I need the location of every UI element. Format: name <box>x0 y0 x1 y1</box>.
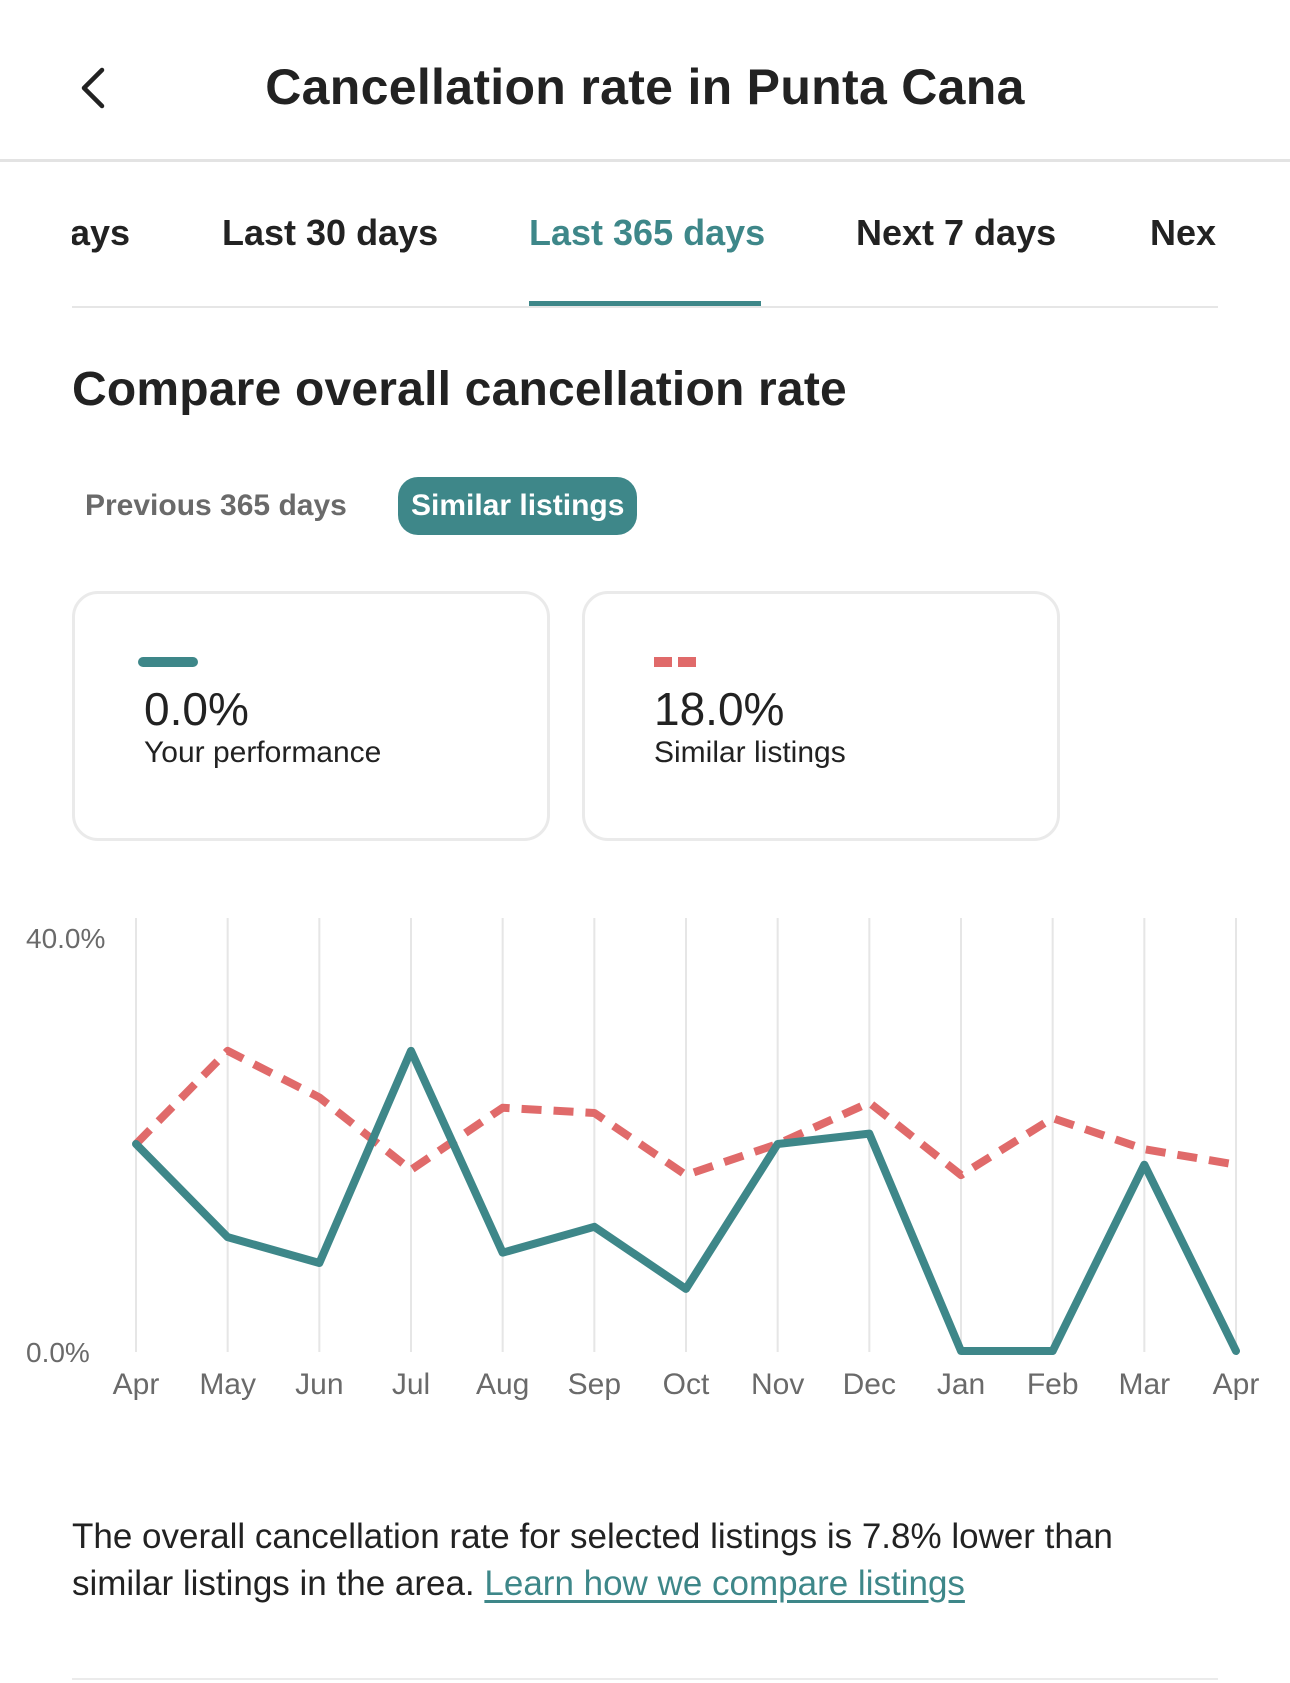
active-tab-indicator <box>529 301 761 306</box>
y-tick-label: 40.0% <box>26 923 105 954</box>
x-tick-label: Feb <box>1027 1368 1079 1401</box>
x-tick-label: Jul <box>392 1368 430 1401</box>
your-performance-line <box>132 1046 1240 1355</box>
x-tick-label: Oct <box>663 1368 710 1401</box>
similar-listings-toggle[interactable]: Similar listings <box>398 477 638 535</box>
similar-listings-line <box>133 1046 1237 1180</box>
your-performance-card: 0.0% Your performance <box>72 591 550 841</box>
similar-listings-value: 18.0% <box>654 683 785 735</box>
x-tick-label: Jun <box>295 1368 343 1401</box>
your-performance-value: 0.0% <box>144 683 249 735</box>
page-title: Cancellation rate in Punta Cana <box>265 59 1025 115</box>
similar-listings-card: 18.0% Similar listings <box>582 591 1060 841</box>
summary-text: The overall cancellation rate for select… <box>72 1513 1222 1607</box>
x-tick-label: Aug <box>476 1368 529 1401</box>
summary-sentence: The overall cancellation rate for select… <box>72 1517 1113 1603</box>
x-tick-label: Jan <box>937 1368 985 1401</box>
x-tick-label: Apr <box>113 1368 160 1401</box>
x-tick-label: Dec <box>843 1368 896 1401</box>
similar-listings-label: Similar listings <box>654 736 846 769</box>
your-performance-label: Your performance <box>144 736 382 769</box>
time-range-tabs: ays Last 30 days Last 365 days Next 7 da… <box>72 162 1218 308</box>
tab-next-30-days[interactable]: Nex <box>1150 212 1217 253</box>
bottom-divider <box>72 1678 1218 1680</box>
top-bar: Cancellation rate in Punta Cana <box>0 0 1290 162</box>
x-tick-label: Apr <box>1213 1368 1260 1401</box>
tab-last-7-days[interactable]: ays <box>72 212 131 253</box>
x-tick-label: May <box>199 1368 256 1401</box>
cancellation-rate-chart: 40.0% 0.0% Apr May Jun Jul Aug Sep Oct Nov Dec Jan F… <box>26 918 1260 1401</box>
dashed-line-legend-icon <box>654 657 700 667</box>
y-tick-label: 0.0% <box>26 1337 90 1368</box>
x-tick-label: Sep <box>568 1368 621 1401</box>
x-tick-label: Nov <box>751 1368 804 1401</box>
tab-last-30-days[interactable]: Last 30 days <box>222 212 439 253</box>
section-title: Compare overall cancellation rate <box>72 363 847 416</box>
x-tick-label: Mar <box>1118 1368 1170 1401</box>
solid-line-legend-icon <box>138 657 198 667</box>
tab-next-7-days[interactable]: Next 7 days <box>856 212 1057 253</box>
learn-how-we-compare-link[interactable]: Learn how we compare listings <box>484 1564 965 1603</box>
tab-last-365-days[interactable]: Last 365 days <box>529 212 766 253</box>
previous-365-days-toggle[interactable]: Previous 365 days <box>85 489 347 522</box>
chevron-left-icon <box>81 67 105 109</box>
back-button[interactable] <box>64 58 124 118</box>
